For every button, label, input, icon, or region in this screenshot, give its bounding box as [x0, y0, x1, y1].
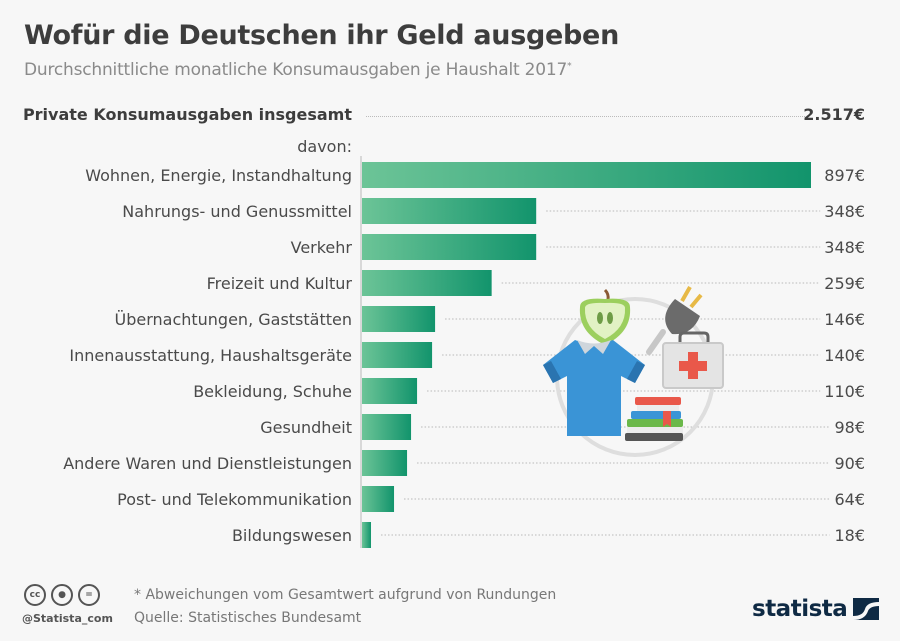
bar — [362, 414, 412, 440]
category-label: Übernachtungen, Gaststätten — [114, 310, 352, 329]
total-leader-line — [366, 116, 805, 117]
category-label: Nahrungs- und Genussmittel — [122, 202, 352, 221]
statista-logo[interactable]: statista — [752, 596, 880, 622]
bar — [362, 342, 433, 368]
chart-axis-line — [360, 156, 362, 548]
total-label: Private Konsumausgaben insgesamt — [22, 105, 352, 124]
category-label: Post- und Telekommunikation — [117, 490, 352, 509]
bar — [362, 270, 492, 296]
footnote: * Abweichungen vom Gesamtwert aufgrund v… — [134, 587, 557, 603]
no-derivatives-icon: = — [78, 584, 100, 606]
books-icon — [625, 397, 683, 441]
bar — [362, 162, 811, 188]
bar — [362, 198, 537, 224]
chart-title: Wofür die Deutschen ihr Geld ausgeben — [24, 20, 619, 51]
value-label: 18€ — [834, 526, 865, 545]
bar — [362, 450, 408, 476]
source-note: Quelle: Statistisches Bundesamt — [134, 610, 362, 626]
value-label: 140€ — [824, 346, 865, 365]
chart-subtitle: Durchschnittliche monatliche Konsumausga… — [24, 60, 572, 80]
total-value: 2.517€ — [803, 105, 865, 124]
value-label: 64€ — [834, 490, 865, 509]
category-label: Gesundheit — [260, 418, 352, 437]
value-label: 348€ — [824, 238, 865, 257]
statista-logo-icon — [853, 598, 880, 620]
bars-group: Wohnen, Energie, Instandhaltung 897€ Nahru… — [63, 162, 865, 548]
category-label: Verkehr — [291, 238, 353, 257]
shirt-icon — [543, 340, 645, 436]
category-label: Bildungswesen — [232, 526, 352, 545]
value-label: 259€ — [824, 274, 865, 293]
value-label: 146€ — [824, 310, 865, 329]
value-label: 110€ — [824, 382, 865, 401]
license-icons: cc ● = — [24, 584, 100, 606]
bar — [362, 486, 395, 512]
davon-label: davon: — [297, 137, 352, 156]
value-label: 897€ — [824, 166, 865, 185]
category-label: Bekleidung, Schuhe — [193, 382, 352, 401]
value-label: 348€ — [824, 202, 865, 221]
cc-icon: cc — [24, 584, 46, 606]
bar — [362, 378, 418, 404]
category-label: Innenausstattung, Haushaltsgeräte — [69, 346, 352, 365]
spending-illustration — [535, 285, 725, 460]
statista-handle[interactable]: @Statista_com — [22, 612, 113, 625]
bar — [362, 306, 436, 332]
footnote-marker: * — [567, 61, 572, 72]
category-label: Wohnen, Energie, Instandhaltung — [85, 166, 352, 185]
bar — [362, 522, 372, 548]
category-label: Freizeit und Kultur — [207, 274, 353, 293]
first-aid-kit-icon — [662, 331, 724, 389]
value-label: 90€ — [834, 454, 865, 473]
value-label: 98€ — [834, 418, 865, 437]
category-label: Andere Waren und Dienstleistungen — [63, 454, 352, 473]
subtitle-text: Durchschnittliche monatliche Konsumausga… — [24, 60, 568, 80]
logo-text: statista — [752, 596, 848, 622]
apple-icon — [579, 288, 631, 345]
plug-icon — [646, 286, 703, 355]
attribution-icon: ● — [51, 584, 73, 606]
bar — [362, 234, 537, 260]
